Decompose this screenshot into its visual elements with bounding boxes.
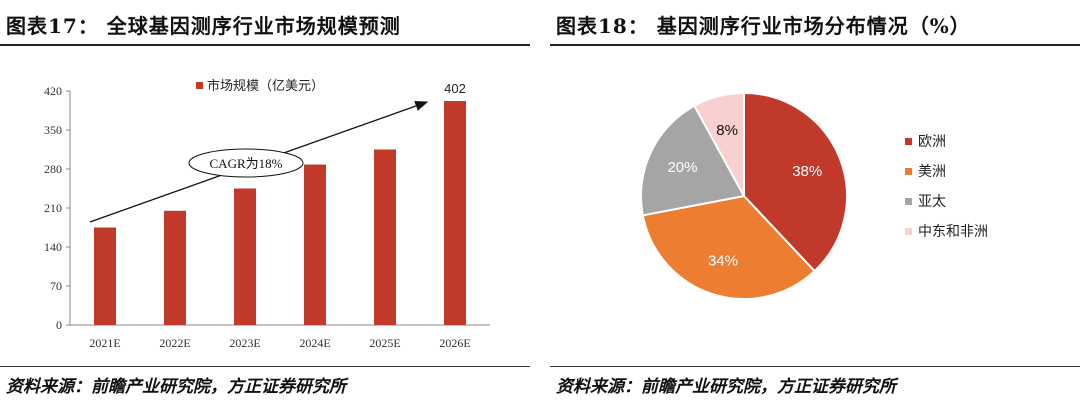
x-tick-label: 2023E [229, 336, 260, 350]
legend-label: 欧洲 [918, 134, 946, 150]
pie-slice [743, 91, 848, 273]
y-tick-label: 420 [44, 84, 62, 98]
bar-chart-panel: 图表17： 全球基因测序行业市场规模预测 0 70 140 210 280 350 420 … [0, 0, 530, 406]
source-rule [0, 366, 530, 367]
legend-swatch [196, 82, 203, 89]
y-tick-label: 280 [44, 162, 62, 176]
pie-chart-title: 图表18： 基因测序行业市场分布情况（%） [556, 14, 971, 38]
y-tick-label: 210 [44, 201, 62, 215]
y-tick-label: 140 [44, 240, 62, 254]
title-rule [550, 44, 1080, 46]
x-tick-label: 2022E [159, 336, 190, 350]
pie-chart-panel: 图表18： 基因测序行业市场分布情况（%） 38% 34% 20% 8% 欧洲美洲亚太… [550, 0, 1080, 406]
y-tick-label: 0 [56, 318, 62, 332]
pie-slice [693, 91, 745, 197]
bar [164, 210, 186, 325]
pie-value-label: 38% [792, 163, 822, 180]
pie-slice [641, 194, 816, 300]
bar [94, 227, 116, 325]
pie-value-label: 34% [708, 253, 738, 270]
pie-value-label: 20% [667, 159, 697, 176]
legend-label: 中东和非洲 [918, 224, 988, 240]
cagr-label: CAGR为18% [210, 156, 283, 171]
pie-chart-source: 资料来源：前瞻产业研究院，方正证券研究所 [556, 377, 896, 397]
y-tick-label: 70 [50, 279, 62, 293]
pie-value-label: 8% [716, 122, 738, 139]
source-rule [550, 366, 1080, 367]
bar-chart-source: 资料来源：前瞻产业研究院，方正证券研究所 [6, 377, 346, 397]
bar-chart: 0 70 140 210 280 350 420 2021E 2022E 2023E 2024E 2… [44, 78, 490, 350]
x-tick-label: 2026E [439, 336, 470, 350]
y-tick-label: 350 [44, 123, 62, 137]
bar [234, 188, 256, 325]
x-tick-label: 2024E [299, 336, 330, 350]
bar [444, 101, 466, 326]
legend-swatch [905, 228, 912, 235]
title-rule [0, 44, 530, 46]
legend-label: 市场规模（亿美元） [207, 78, 324, 94]
bar-chart-title: 图表17： 全球基因测序行业市场规模预测 [6, 14, 401, 38]
cagr-ellipse [188, 148, 304, 178]
bar [374, 149, 396, 325]
pie-slice [640, 104, 746, 217]
legend-label: 美洲 [918, 164, 946, 180]
legend-swatch [905, 198, 912, 205]
legend-swatch [905, 168, 912, 175]
bar [304, 164, 326, 325]
legend-label: 亚太 [918, 194, 946, 210]
bar-data-label: 402 [444, 81, 466, 96]
x-tick-label: 2021E [89, 336, 120, 350]
legend-swatch [905, 138, 912, 145]
x-tick-label: 2025E [369, 336, 400, 350]
